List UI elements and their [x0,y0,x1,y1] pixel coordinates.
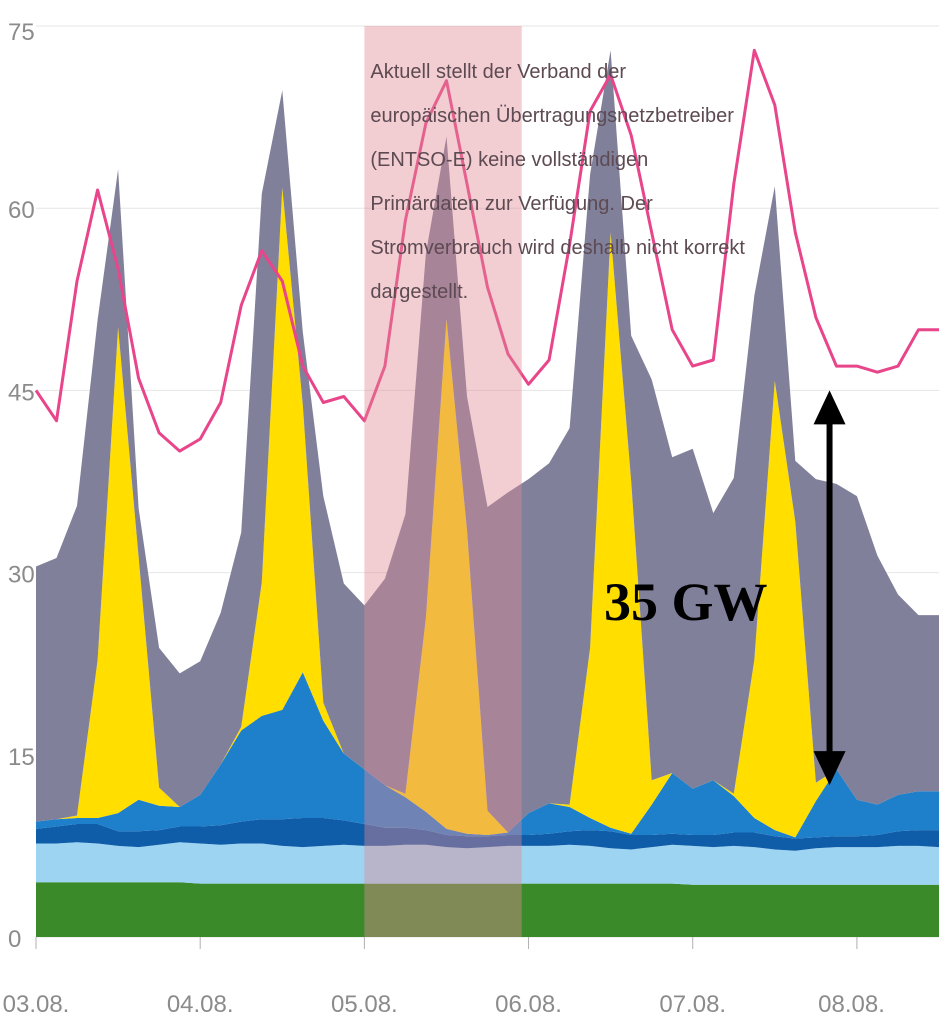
gap-arrow-head-down [813,751,846,786]
y-tick-label: 30 [8,562,35,589]
gap-arrow-head-up [813,390,846,425]
data-gap-notice-line: Aktuell stellt der Verband der [370,61,626,83]
data-gap-highlight [364,26,522,937]
data-gap-notice-line: Stromverbrauch wird deshalb nicht korrek… [370,237,745,259]
stacked-areas [36,50,939,937]
gap-arrow-label: 35 GW [604,572,768,632]
y-axis: 0 15 30 45 60 75 [8,19,35,953]
y-tick-label: 45 [8,379,35,406]
y-tick-label: 0 [8,926,21,953]
y-tick-label: 75 [8,19,35,46]
x-tick-label: 08.08. [818,991,885,1018]
x-tick-label: 04.08. [167,991,234,1018]
y-tick-label: 60 [8,197,35,224]
x-axis: 03.08. 04.08. 05.08. 06.08. 07.08. 08.08. [3,937,885,1018]
data-gap-notice-line: (ENTSO-E) keine vollständigen [370,149,648,171]
area-series-dark-blue [36,818,939,851]
data-gap-notice-line: Primärdaten zur Verfügung. Der [370,193,653,215]
y-tick-label: 15 [8,744,35,771]
area-series-mid-blue [36,672,939,839]
data-gap-notice-line: dargestellt. [370,281,468,303]
data-gap-notice-line: europäischen Übertragungsnetzbetreiber [370,105,734,127]
highlight-layer: Aktuell stellt der Verband der europäisch… [364,26,745,937]
area-series-yellow [36,187,939,838]
x-tick-label: 07.08. [659,991,726,1018]
x-tick-label: 06.08. [495,991,562,1018]
annotation-layer: 35 GW [604,390,846,786]
consumption-line-layer [34,48,939,453]
area-series-green [36,882,939,937]
area-series-gray [36,50,939,833]
area-series-light-blue [36,842,939,885]
consumption-line [34,48,939,453]
x-tick-label: 03.08. [3,991,70,1018]
x-tick-label: 05.08. [331,991,398,1018]
